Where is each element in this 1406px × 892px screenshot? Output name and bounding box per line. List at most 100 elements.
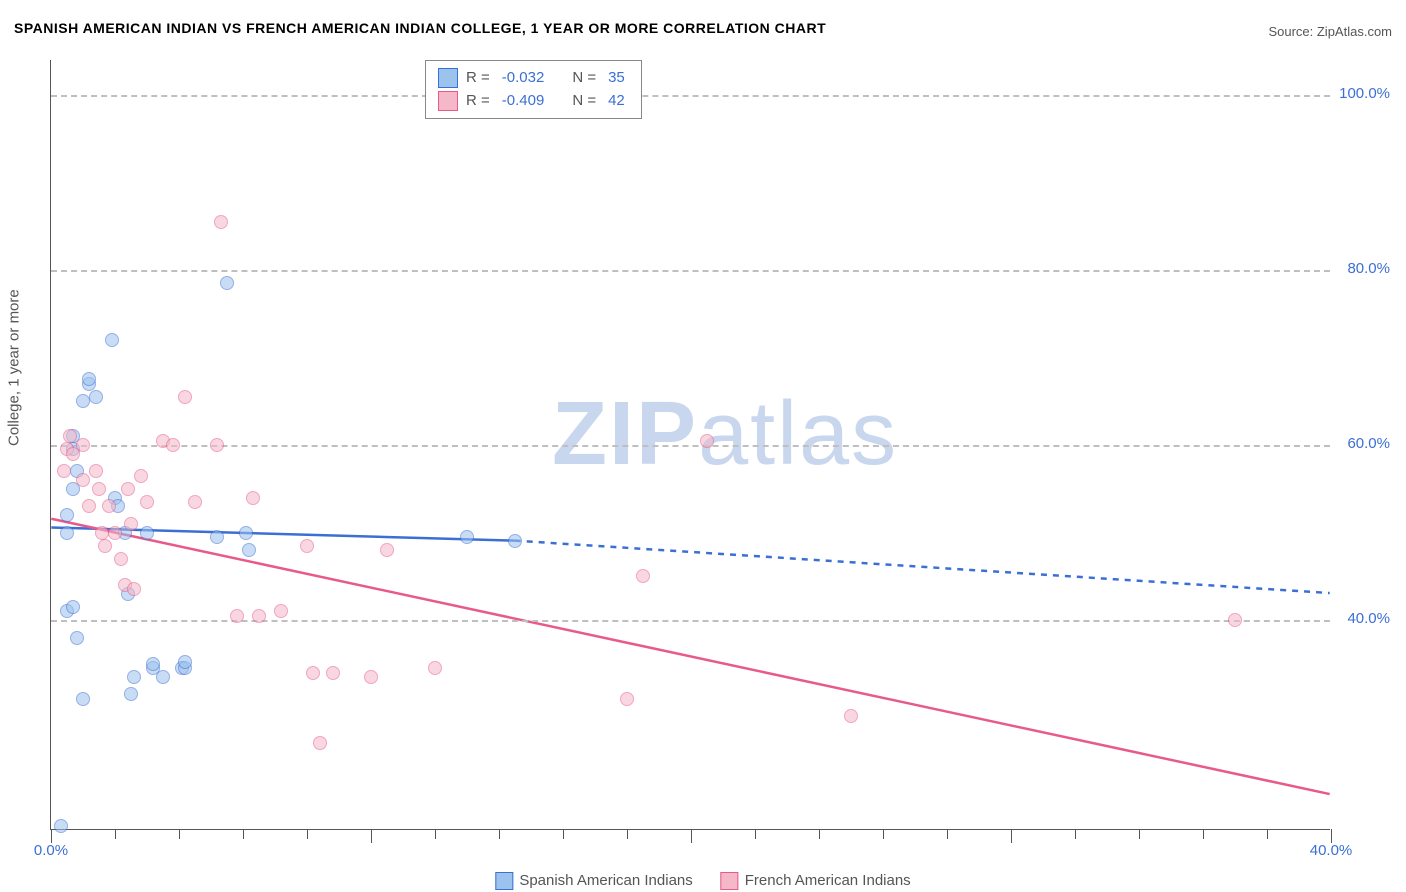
y-tick-label: 100.0% [1339,85,1390,102]
scatter-point-french [114,552,128,566]
x-tick [1203,829,1204,839]
scatter-point-french [178,390,192,404]
r-label: R = [466,90,490,113]
legend-bottom: Spanish American IndiansFrench American … [495,872,910,890]
stats-row-french: R = -0.409 N = 42 [438,90,629,113]
scatter-point-french [140,495,154,509]
scatter-point-spanish [220,276,234,290]
scatter-point-french [844,709,858,723]
x-tick [819,829,820,839]
scatter-point-french [364,670,378,684]
x-tick [371,829,372,843]
source-label: Source: ZipAtlas.com [1268,24,1392,39]
x-tick [1331,829,1332,843]
scatter-point-french [313,736,327,750]
x-tick [563,829,564,839]
scatter-point-french [380,543,394,557]
scatter-point-french [63,429,77,443]
scatter-point-french [76,438,90,452]
scatter-point-french [306,666,320,680]
x-tick [755,829,756,839]
r-value: -0.032 [502,67,545,90]
scatter-point-spanish [460,530,474,544]
r-value: -0.409 [502,90,545,113]
y-tick-label: 80.0% [1347,260,1390,277]
gridline [51,445,1330,447]
stats-row-spanish: R = -0.032N = 35 [438,67,629,90]
x-tick [1075,829,1076,839]
x-tick [883,829,884,839]
scatter-point-french [428,661,442,675]
scatter-point-french [620,692,634,706]
legend-swatch-french [721,872,739,890]
scatter-point-spanish [66,600,80,614]
scatter-point-spanish [54,819,68,833]
scatter-point-french [89,464,103,478]
swatch-french [438,91,458,111]
gridline [51,620,1330,622]
scatter-point-french [700,434,714,448]
n-value: 35 [608,67,625,90]
correlation-stats-box: R = -0.032N = 35R = -0.409 N = 42 [425,60,642,119]
n-label: N = [572,90,596,113]
x-tick [1011,829,1012,843]
watermark-zip: ZIP [552,384,698,484]
scatter-point-french [188,495,202,509]
chart-container: SPANISH AMERICAN INDIAN VS FRENCH AMERIC… [0,0,1406,892]
scatter-point-french [98,539,112,553]
x-tick [1267,829,1268,839]
scatter-point-french [57,464,71,478]
gridline [51,95,1330,97]
n-value: 42 [608,90,625,113]
scatter-point-french [1228,613,1242,627]
x-tick [1139,829,1140,839]
r-label: R = [466,67,490,90]
scatter-point-spanish [105,333,119,347]
scatter-point-french [108,526,122,540]
scatter-point-french [230,609,244,623]
y-axis-title: College, 1 year or more [6,289,23,446]
chart-title: SPANISH AMERICAN INDIAN VS FRENCH AMERIC… [14,20,826,36]
trend-line [51,519,1329,794]
scatter-point-french [326,666,340,680]
x-tick [499,829,500,839]
y-tick-label: 40.0% [1347,610,1390,627]
scatter-point-french [102,499,116,513]
scatter-point-spanish [146,657,160,671]
x-tick [115,829,116,839]
scatter-point-french [636,569,650,583]
scatter-point-spanish [242,543,256,557]
watermark-atlas: atlas [698,384,898,484]
scatter-point-french [274,604,288,618]
scatter-point-spanish [70,631,84,645]
scatter-point-french [214,215,228,229]
scatter-point-spanish [140,526,154,540]
scatter-point-spanish [89,390,103,404]
scatter-point-french [76,473,90,487]
legend-item-spanish: Spanish American Indians [495,872,692,890]
x-tick [947,829,948,839]
scatter-point-spanish [156,670,170,684]
scatter-point-spanish [210,530,224,544]
x-tick [627,829,628,839]
scatter-point-spanish [76,692,90,706]
scatter-point-french [127,582,141,596]
scatter-point-french [300,539,314,553]
scatter-point-spanish [60,508,74,522]
scatter-point-french [92,482,106,496]
x-tick [435,829,436,839]
scatter-point-french [124,517,138,531]
scatter-point-spanish [60,526,74,540]
trend-line [515,541,1330,593]
scatter-point-french [82,499,96,513]
x-tick [243,829,244,839]
watermark: ZIPatlas [552,383,898,486]
x-tick-label: 40.0% [1310,842,1353,859]
legend-label: Spanish American Indians [519,872,692,889]
x-tick [307,829,308,839]
y-tick-label: 60.0% [1347,435,1390,452]
scatter-point-french [134,469,148,483]
swatch-spanish [438,68,458,88]
scatter-point-french [121,482,135,496]
x-tick [179,829,180,839]
